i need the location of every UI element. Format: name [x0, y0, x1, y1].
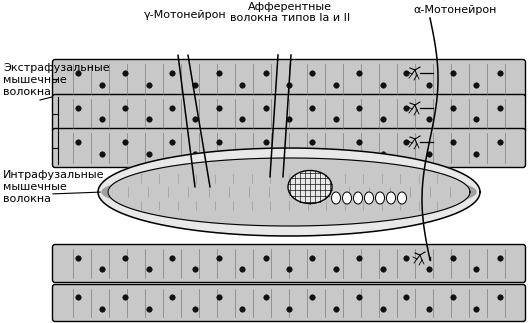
- Text: мышечные: мышечные: [3, 75, 67, 85]
- FancyBboxPatch shape: [53, 129, 526, 168]
- Polygon shape: [102, 171, 476, 213]
- Text: γ-Мотонейрон: γ-Мотонейрон: [144, 10, 226, 20]
- FancyBboxPatch shape: [53, 245, 526, 283]
- Ellipse shape: [342, 192, 352, 204]
- Text: мышечные: мышечные: [3, 182, 67, 192]
- Ellipse shape: [354, 192, 363, 204]
- Polygon shape: [108, 158, 470, 226]
- Text: волокна: волокна: [3, 87, 51, 97]
- Text: α-Мотонейрон: α-Мотонейрон: [413, 5, 496, 15]
- Text: Экстрафузальные: Экстрафузальные: [3, 63, 109, 73]
- Ellipse shape: [375, 192, 384, 204]
- Ellipse shape: [398, 192, 407, 204]
- Text: волокна типов Ia и II: волокна типов Ia и II: [230, 13, 350, 23]
- Polygon shape: [98, 148, 480, 236]
- FancyBboxPatch shape: [53, 285, 526, 321]
- Ellipse shape: [364, 192, 373, 204]
- Text: Афферентные: Афферентные: [248, 2, 332, 12]
- Ellipse shape: [387, 192, 396, 204]
- Ellipse shape: [331, 192, 340, 204]
- Text: Интрафузальные: Интрафузальные: [3, 170, 105, 180]
- Ellipse shape: [288, 171, 332, 203]
- FancyBboxPatch shape: [53, 95, 526, 132]
- FancyBboxPatch shape: [53, 59, 526, 99]
- Text: волокна: волокна: [3, 194, 51, 204]
